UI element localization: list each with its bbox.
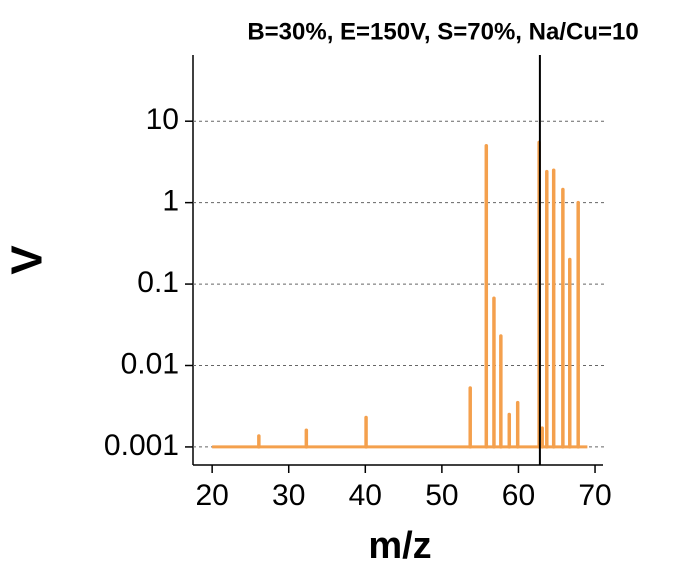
y-tick-label: 10 <box>146 103 179 136</box>
x-tick-label: 40 <box>349 479 382 512</box>
x-tick-label: 60 <box>502 479 535 512</box>
y-tick-label: 1 <box>162 185 179 218</box>
y-axis-label: V <box>3 245 52 275</box>
x-tick-label: 70 <box>578 479 611 512</box>
x-tick-label: 50 <box>425 479 458 512</box>
x-tick-label: 20 <box>195 479 228 512</box>
chart-title: B=30%, E=150V, S=70%, Na/Cu=10 <box>247 18 638 45</box>
x-axis-label: m/z <box>368 525 431 567</box>
y-tick-label: 0.1 <box>137 266 179 299</box>
y-tick-label: 0.001 <box>104 429 179 462</box>
x-tick-label: 30 <box>272 479 305 512</box>
y-tick-label: 0.01 <box>121 347 179 380</box>
